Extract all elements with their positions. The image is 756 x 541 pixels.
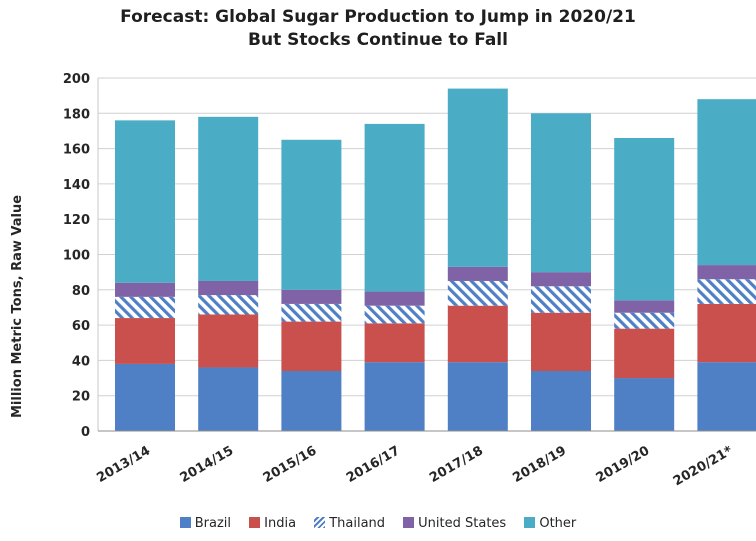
y-tick-label: 200 — [63, 72, 90, 87]
bar-other — [198, 116, 259, 281]
x-tick-label: 2015/16 — [261, 443, 320, 486]
bar-brazil — [697, 362, 756, 431]
y-tick-label: 40 — [72, 354, 90, 369]
y-tick-label: 180 — [63, 107, 90, 122]
y-axis-label: Million Metric Tons, Raw Value — [10, 194, 25, 418]
bar-india — [198, 314, 259, 368]
y-tick-label: 140 — [63, 178, 90, 193]
bar-united-states — [531, 272, 591, 287]
bar-brazil — [198, 367, 259, 431]
legend-swatch-brazil — [179, 517, 191, 528]
legend: Brazil India Thailand United States Othe… — [0, 516, 756, 531]
legend-label-united-states: United States — [418, 516, 507, 531]
bar-thailand — [531, 286, 591, 313]
x-tick-label: 2020/21* — [671, 443, 736, 489]
legend-swatch-other — [524, 517, 536, 528]
legend-item-thailand: Thailand — [314, 516, 385, 531]
bars — [115, 88, 756, 431]
bar-india — [697, 303, 756, 363]
bar-other — [364, 123, 425, 292]
legend-swatch-thailand — [314, 517, 326, 528]
legend-item-other: Other — [524, 516, 576, 531]
bar-india — [115, 318, 175, 364]
bar-other — [697, 99, 756, 266]
x-tick-label: 2016/17 — [344, 443, 403, 486]
bar-brazil — [614, 378, 675, 431]
bar-thailand — [697, 279, 756, 304]
y-tick-label: 60 — [72, 319, 90, 334]
bar-thailand — [281, 303, 342, 322]
bar-thailand — [198, 295, 259, 315]
bar-india — [614, 328, 675, 379]
bar-thailand — [115, 296, 175, 319]
x-tick-label: 2014/15 — [178, 443, 237, 486]
bar-thailand — [614, 312, 675, 329]
bar-other — [281, 139, 342, 290]
chart-title: Forecast: Global Sugar Production to Jum… — [0, 6, 756, 52]
y-tick-label: 80 — [72, 284, 90, 299]
bar-india — [447, 305, 508, 363]
x-tick-label: 2013/14 — [94, 443, 153, 486]
bar-brazil — [531, 370, 591, 431]
y-tick-label: 160 — [63, 143, 90, 158]
legend-item-india: India — [249, 516, 296, 531]
legend-label-brazil: Brazil — [194, 516, 232, 531]
x-tick-label: 2017/18 — [427, 443, 486, 486]
bar-united-states — [364, 291, 425, 306]
chart-title-line-1: Forecast: Global Sugar Production to Jum… — [120, 7, 636, 27]
bar-united-states — [614, 300, 675, 313]
legend-label-india: India — [264, 516, 297, 531]
bar-thailand — [447, 280, 508, 306]
bar-other — [447, 88, 508, 267]
bar-brazil — [364, 362, 425, 431]
y-tick-label: 100 — [63, 249, 90, 264]
bar-united-states — [447, 266, 508, 281]
legend-swatch-united-states — [403, 517, 415, 528]
legend-label-thailand: Thailand — [329, 516, 386, 531]
bar-thailand — [364, 305, 425, 324]
chart-title-line-2: But Stocks Continue to Fall — [248, 30, 508, 50]
bar-united-states — [198, 280, 259, 296]
bar-india — [281, 321, 342, 371]
legend-swatch-india — [249, 517, 261, 528]
y-tick-label: 20 — [72, 390, 90, 405]
x-tick-label: 2019/20 — [594, 443, 653, 486]
y-tick-label: 0 — [81, 425, 90, 440]
bar-india — [364, 323, 425, 363]
bar-united-states — [115, 282, 175, 297]
x-tick-label: 2018/19 — [510, 443, 569, 486]
bar-india — [531, 312, 591, 371]
bar-united-states — [281, 289, 342, 304]
bar-other — [115, 120, 175, 283]
legend-item-brazil: Brazil — [179, 516, 232, 531]
bar-other — [531, 113, 591, 273]
y-tick-label: 120 — [63, 213, 90, 228]
bar-brazil — [115, 363, 175, 431]
bar-other — [614, 138, 675, 301]
legend-item-united-states: United States — [403, 516, 506, 531]
legend-label-other: Other — [539, 516, 577, 531]
bar-united-states — [697, 265, 756, 280]
bar-brazil — [447, 362, 508, 431]
bar-brazil — [281, 370, 342, 431]
